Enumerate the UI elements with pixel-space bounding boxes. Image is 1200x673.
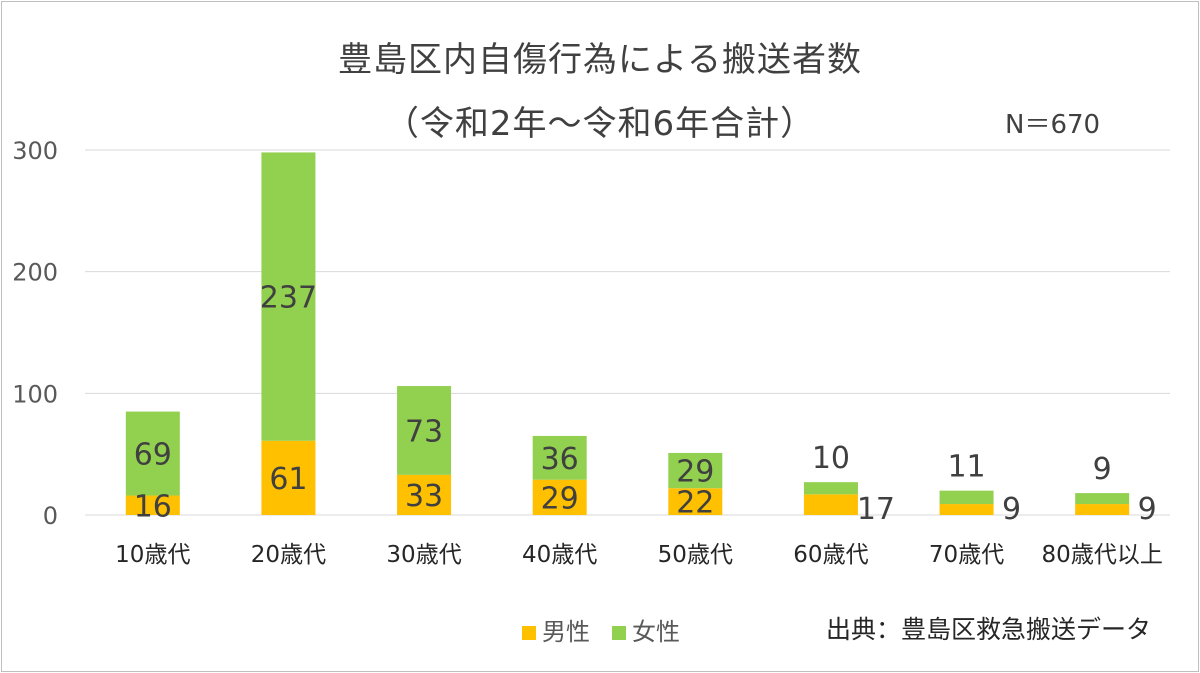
x-tick-label: 60歳代 [793,542,868,568]
bar-male [1075,504,1130,515]
y-tick-label: 200 [12,259,58,287]
bar-male [397,474,452,515]
legend-label-female: 女性 [632,618,680,646]
bar-female [125,411,180,496]
bar-male [532,479,587,515]
x-tick-label: 20歳代 [251,542,326,568]
data-label-female: 69 [134,438,172,473]
x-tick-label: 30歳代 [386,542,461,568]
bar-male [803,494,858,515]
chart-subtitle: （令和2年～令和6年合計） [384,104,816,144]
data-label-female: 29 [676,455,714,490]
data-label-female: 36 [541,442,579,477]
bar-female [668,452,723,489]
x-tick-label: 80歳代以上 [1042,542,1163,568]
data-label-male: 61 [269,462,307,497]
bar-female [803,482,858,495]
x-tick-label: 50歳代 [658,542,733,568]
data-label-female: 73 [405,414,443,449]
bar-male [668,488,723,515]
data-label-female: 11 [947,450,985,485]
chart-title: 豊島区内自傷行為による搬送者数 [338,40,862,80]
bar-female [1075,493,1130,505]
x-tick-label: 70歳代 [929,542,1004,568]
data-label-female: 237 [260,281,317,316]
sample-size-label: N＝670 [1005,110,1101,140]
legend-swatch-male [522,626,536,640]
data-label-male: 33 [405,479,443,514]
legend-item-female: 女性 [612,612,680,647]
data-label-female: 9 [1093,452,1112,487]
data-label-male: 16 [134,489,172,524]
source-note: 出典：豊島区救急搬送データ [826,615,1152,644]
data-label-male: 9 [1138,492,1157,527]
data-label-female: 10 [812,441,850,476]
data-label-male: 22 [676,486,714,521]
bar-male [939,504,994,515]
bar-male [261,440,316,515]
x-tick-label: 40歳代 [522,542,597,568]
data-label-male: 29 [541,481,579,516]
legend-swatch-female [612,626,626,640]
bar-female [261,152,316,441]
bar-female [397,386,452,475]
y-tick-label: 0 [43,502,58,530]
y-tick-label: 300 [12,137,58,165]
data-label-male: 17 [857,492,895,527]
bar-male [125,495,180,515]
legend-item-male: 男性 [522,612,590,647]
stacked-bar-chart: 0 100 200 300 16 69 10歳代 61 237 20歳代 33 73 30歳代 29 36 4… [12,137,1170,568]
y-tick-label: 100 [12,380,58,408]
bar-female [532,435,587,480]
bar-female [939,490,994,505]
legend-label-male: 男性 [542,618,590,646]
data-label-male: 9 [1002,492,1021,527]
x-tick-label: 10歳代 [115,542,190,568]
